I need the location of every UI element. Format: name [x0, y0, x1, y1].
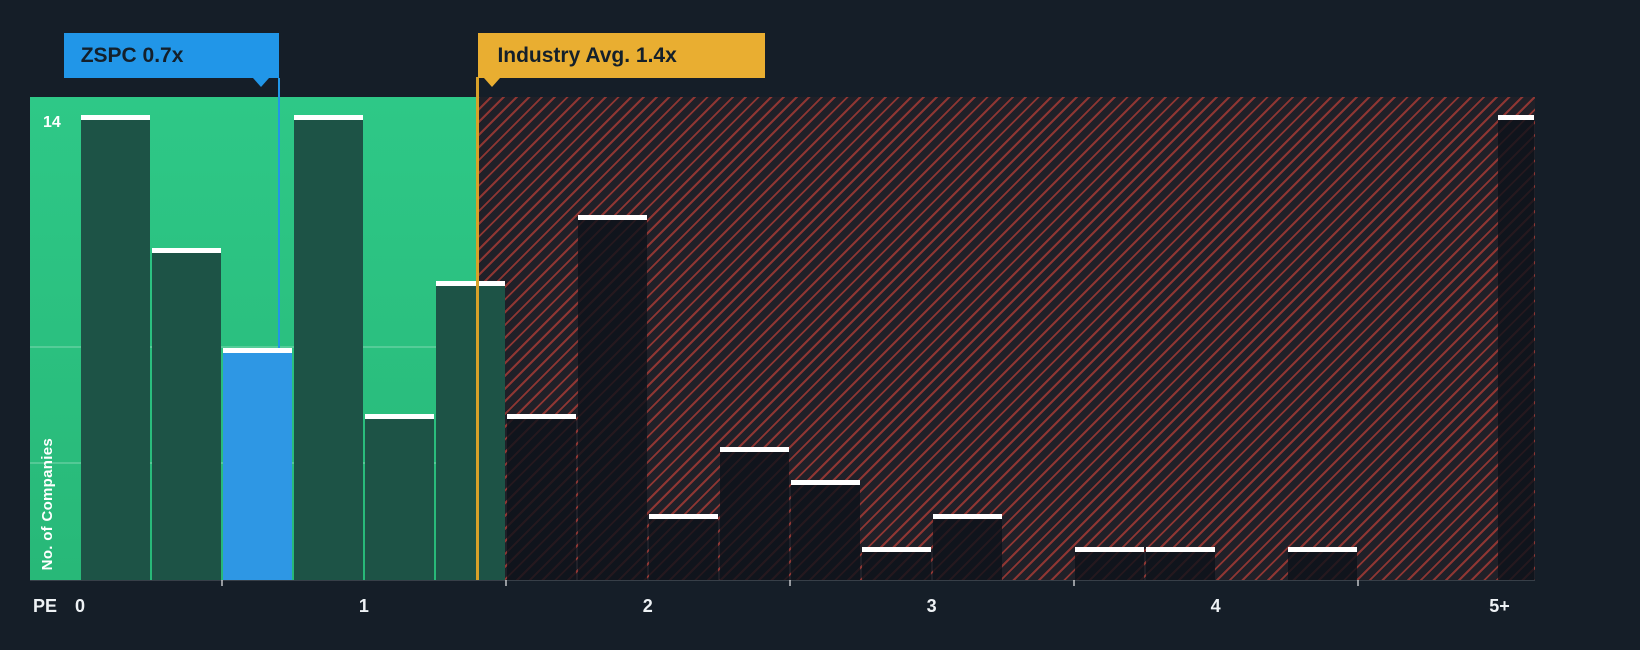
x-tick-label: 0	[74, 596, 85, 616]
industry-flag-pointer-icon	[484, 78, 501, 87]
gridline	[30, 345, 478, 348]
x-minor-tick	[504, 580, 507, 586]
industry-flag[interactable]: Industry Avg. 1.4x	[478, 33, 766, 87]
company-flag-pointer-icon	[252, 78, 269, 87]
company-marker-line	[277, 78, 280, 348]
company-flag[interactable]: ZSPC 0.7x	[63, 33, 279, 87]
y-axis-label: No. of Companies	[39, 437, 56, 570]
histogram-bar[interactable]	[435, 281, 505, 580]
histogram-bar[interactable]	[364, 414, 434, 580]
bars-layer	[30, 97, 1535, 580]
company-flag-label: ZSPC 0.7x	[80, 44, 184, 67]
histogram-bar[interactable]	[648, 513, 718, 580]
histogram-bar[interactable]	[151, 248, 221, 580]
x-axis-title: PE	[33, 596, 58, 616]
histogram-bar[interactable]	[80, 115, 150, 580]
x-tick-label: 5+	[1489, 596, 1510, 616]
histogram-bar[interactable]	[1287, 546, 1357, 580]
plot-area: No. of Companies 14	[30, 97, 1535, 580]
histogram-bar[interactable]	[719, 447, 789, 580]
x-tick-label: 2	[642, 596, 653, 616]
histogram-bar[interactable]	[577, 214, 647, 580]
industry-marker-line	[476, 77, 480, 580]
histogram-bar[interactable]	[1497, 115, 1534, 580]
histogram-bar[interactable]	[790, 480, 860, 580]
histogram-bar[interactable]	[506, 414, 576, 580]
industry-flag-label: Industry Avg. 1.4x	[497, 44, 677, 67]
x-axis: PE 0 1 2 3 4 5+	[0, 580, 1640, 650]
histogram-bar[interactable]	[293, 115, 363, 580]
x-minor-tick	[788, 580, 791, 586]
histogram-bar[interactable]	[222, 347, 292, 580]
histogram-bar[interactable]	[932, 513, 1002, 580]
above-average-zone	[477, 97, 1535, 580]
x-tick-label: 3	[926, 596, 937, 616]
x-tick-label: 4	[1210, 596, 1221, 616]
x-minor-tick	[220, 580, 223, 586]
histogram-bar[interactable]	[861, 546, 931, 580]
histogram-bar[interactable]	[1074, 546, 1144, 580]
x-minor-tick	[1356, 580, 1359, 586]
x-minor-tick	[1072, 580, 1075, 586]
x-tick-label: 1	[358, 596, 369, 616]
histogram-bar[interactable]	[1145, 546, 1215, 580]
y-max-label: 14	[43, 114, 61, 131]
